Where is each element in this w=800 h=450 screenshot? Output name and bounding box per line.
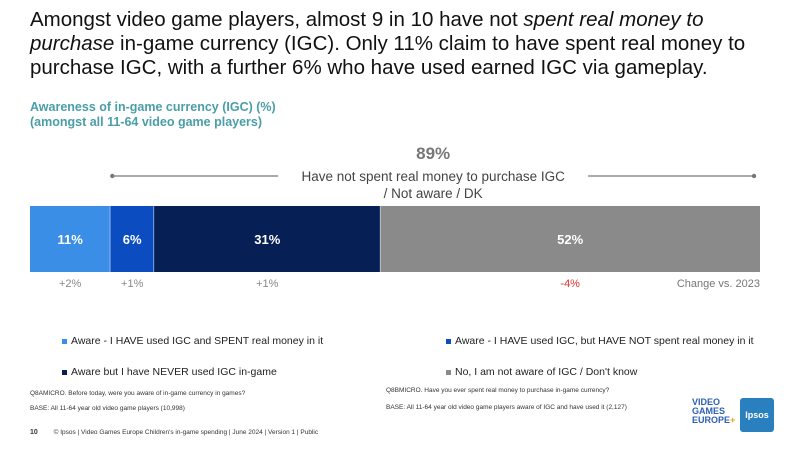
bracket-annotation: 89% Have not spent real money to purchase… [110,144,757,201]
legend-label-never-used: Aware but I have NEVER used IGC in-game [71,366,277,378]
page-headline: Amongst video game players, almost 9 in … [30,8,775,80]
change-vs-label: Change vs. 2023 [676,278,760,290]
bracket-label-line1: Have not spent real money to purchase IG… [301,169,565,184]
stacked-bar-chart: 89% Have not spent real money to purchase… [30,144,760,290]
legend-item-used-not-spent: Aware - I HAVE used IGC, but HAVE NOT sp… [446,335,754,347]
vge-logo-plus: + [730,415,736,425]
bar-value-label-3: 52% [557,232,583,247]
legend-item-not-aware: No, I am not aware of IGC / Don't know [446,366,637,378]
change-value-3: -4% [560,278,580,290]
legend-item-never-used: Aware but I have NEVER used IGC in-game [62,366,277,378]
bracket-total-value: 89% [416,144,450,163]
change-value-2: +1% [256,278,279,290]
ipsos-logo: Ipsos [740,398,774,432]
bracket-label-line2: / Not aware / DK [384,186,483,201]
vge-logo-line3: EUROPE+ [692,416,736,425]
legend-label-not-aware: No, I am not aware of IGC / Don't know [455,366,638,378]
legend-swatch-spent [62,338,67,344]
legend-label-spent: Aware - I HAVE used IGC and SPENT real m… [71,335,324,347]
bar-segment-3 [380,206,760,272]
change-values: +2% +1% +1% -4% [59,278,580,290]
headline-emphasis: spent real money to purchase [30,8,704,55]
vge-logo-line2: GAMES [692,406,726,416]
chart-subtitle-line2: (amongst all 11-64 video game players) [30,115,263,129]
question-note-1: Q8AMICRO. Before today, were you aware o… [30,390,246,397]
legend-label-used-not-spent: Aware - I HAVE used IGC, but HAVE NOT sp… [455,335,754,347]
question-note-2: Q8BMICRO. Have you ever spent real money… [386,387,610,394]
base-note-2: BASE: All 11-64 year old video game play… [386,404,627,411]
headline-text-1: Amongst video game players, almost 9 in … [30,8,524,31]
bracket-end-right [751,173,757,179]
legend-swatch-not-aware [446,369,451,375]
page-footer: 10 © Ipsos | Video Games Europe Children… [30,429,318,436]
change-value-1: +1% [121,278,144,290]
bar-segment-2 [154,206,381,272]
bar-segment-0 [30,206,111,272]
footer-text: © Ipsos | Video Games Europe Children's … [53,429,319,436]
video-games-europe-logo: VIDEO GAMES EUROPE+ [692,398,736,425]
bar-value-label-2: 31% [254,232,280,247]
bar-value-label-0: 11% [57,232,83,247]
legend-swatch-used-not-spent [446,338,451,344]
bar-segment-1 [110,206,155,272]
legend-swatch-never-used [62,369,67,375]
chart-subtitle: Awareness of in-game currency (IGC) (%) … [30,100,276,130]
base-note-1: BASE: All 11-64 year old video game play… [30,405,185,412]
change-value-0: +2% [59,278,82,290]
bracket-end-left [110,173,115,179]
legend-item-spent: Aware - I HAVE used IGC and SPENT real m… [62,335,323,347]
headline-text-2: in-game currency (IGC). Only 11% claim t… [30,32,746,79]
vge-logo-europe: EUROPE [692,415,731,425]
bar-segments: 11% 6% 31% 52% [30,206,760,272]
bar-value-label-1: 6% [123,232,142,247]
chart-subtitle-line1: Awareness of in-game currency (IGC) (%) [30,100,276,114]
vge-logo-line1: VIDEO [692,397,721,407]
page-number: 10 [30,429,38,436]
